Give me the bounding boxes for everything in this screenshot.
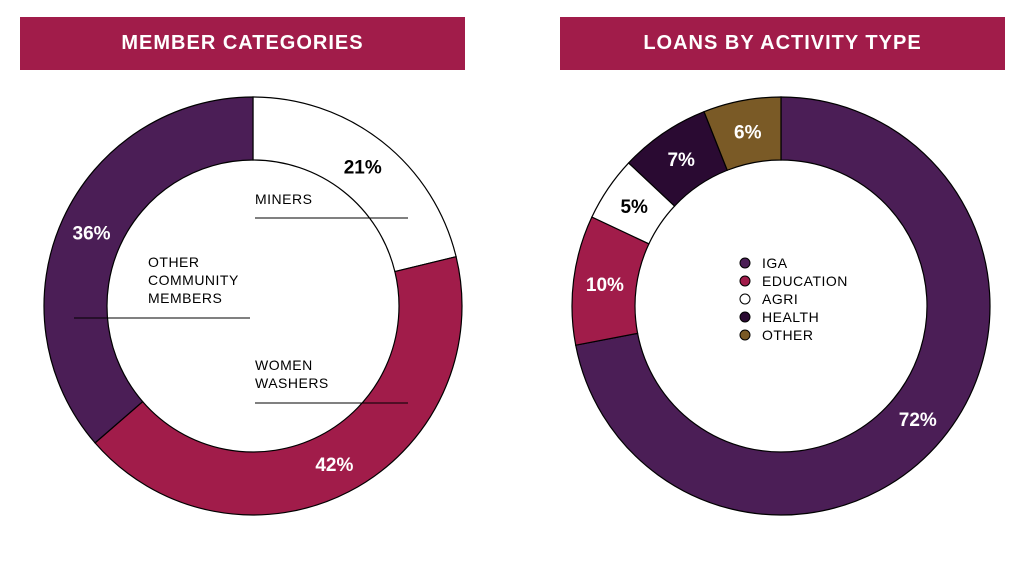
miners-label: MINERS bbox=[255, 191, 312, 207]
slice-other-community-members bbox=[43, 96, 254, 444]
women-washers-label-line2: WASHERS bbox=[255, 375, 329, 391]
member-category-labels: MINERS WOMEN WASHERS OTHER COMMUNITY MEM… bbox=[74, 191, 408, 404]
loans-by-activity-title: LOANS BY ACTIVITY TYPE bbox=[643, 32, 922, 54]
slice-iga bbox=[574, 96, 991, 516]
loans-by-activity-header: LOANS BY ACTIVITY TYPE bbox=[560, 17, 1005, 70]
loans-by-activity-donut: 72% 10% 5% 7% 6% bbox=[571, 96, 991, 516]
slice-value-women-washers: 42% bbox=[315, 455, 353, 476]
legend-marker-other bbox=[739, 329, 751, 341]
legend-label-health: HEALTH bbox=[762, 309, 819, 325]
other-members-label-line3: MEMBERS bbox=[148, 290, 222, 306]
slice-women-washers bbox=[94, 256, 463, 516]
legend-label-other: OTHER bbox=[762, 327, 814, 343]
member-categories-donut: 21% 42% 36% bbox=[43, 96, 463, 516]
slice-value-other: 6% bbox=[734, 123, 762, 144]
slice-value-health: 7% bbox=[667, 150, 695, 171]
member-categories-title: MEMBER CATEGORIES bbox=[121, 32, 364, 54]
legend-label-iga: IGA bbox=[762, 255, 788, 271]
slice-value-other-community-members: 36% bbox=[73, 223, 111, 244]
legend-label-education: EDUCATION bbox=[762, 273, 848, 289]
legend-marker-iga bbox=[739, 257, 751, 269]
slice-miners bbox=[252, 96, 457, 273]
legend-label-agri: AGRI bbox=[762, 291, 798, 307]
slice-other bbox=[703, 96, 782, 172]
other-members-label-line1: OTHER bbox=[148, 254, 200, 270]
loans-legend: IGA EDUCATION AGRI HEALTH OTHER bbox=[739, 255, 848, 343]
slice-value-education: 10% bbox=[586, 275, 624, 296]
slice-value-iga: 72% bbox=[899, 410, 937, 431]
legend-marker-education bbox=[739, 275, 751, 287]
legend-marker-agri bbox=[739, 293, 751, 305]
women-washers-label-line1: WOMEN bbox=[255, 357, 313, 373]
slice-value-miners: 21% bbox=[344, 157, 382, 178]
legend-marker-health bbox=[739, 311, 751, 323]
slice-value-agri: 5% bbox=[620, 197, 648, 218]
member-categories-header: MEMBER CATEGORIES bbox=[20, 17, 465, 70]
other-members-label-line2: COMMUNITY bbox=[148, 272, 239, 288]
